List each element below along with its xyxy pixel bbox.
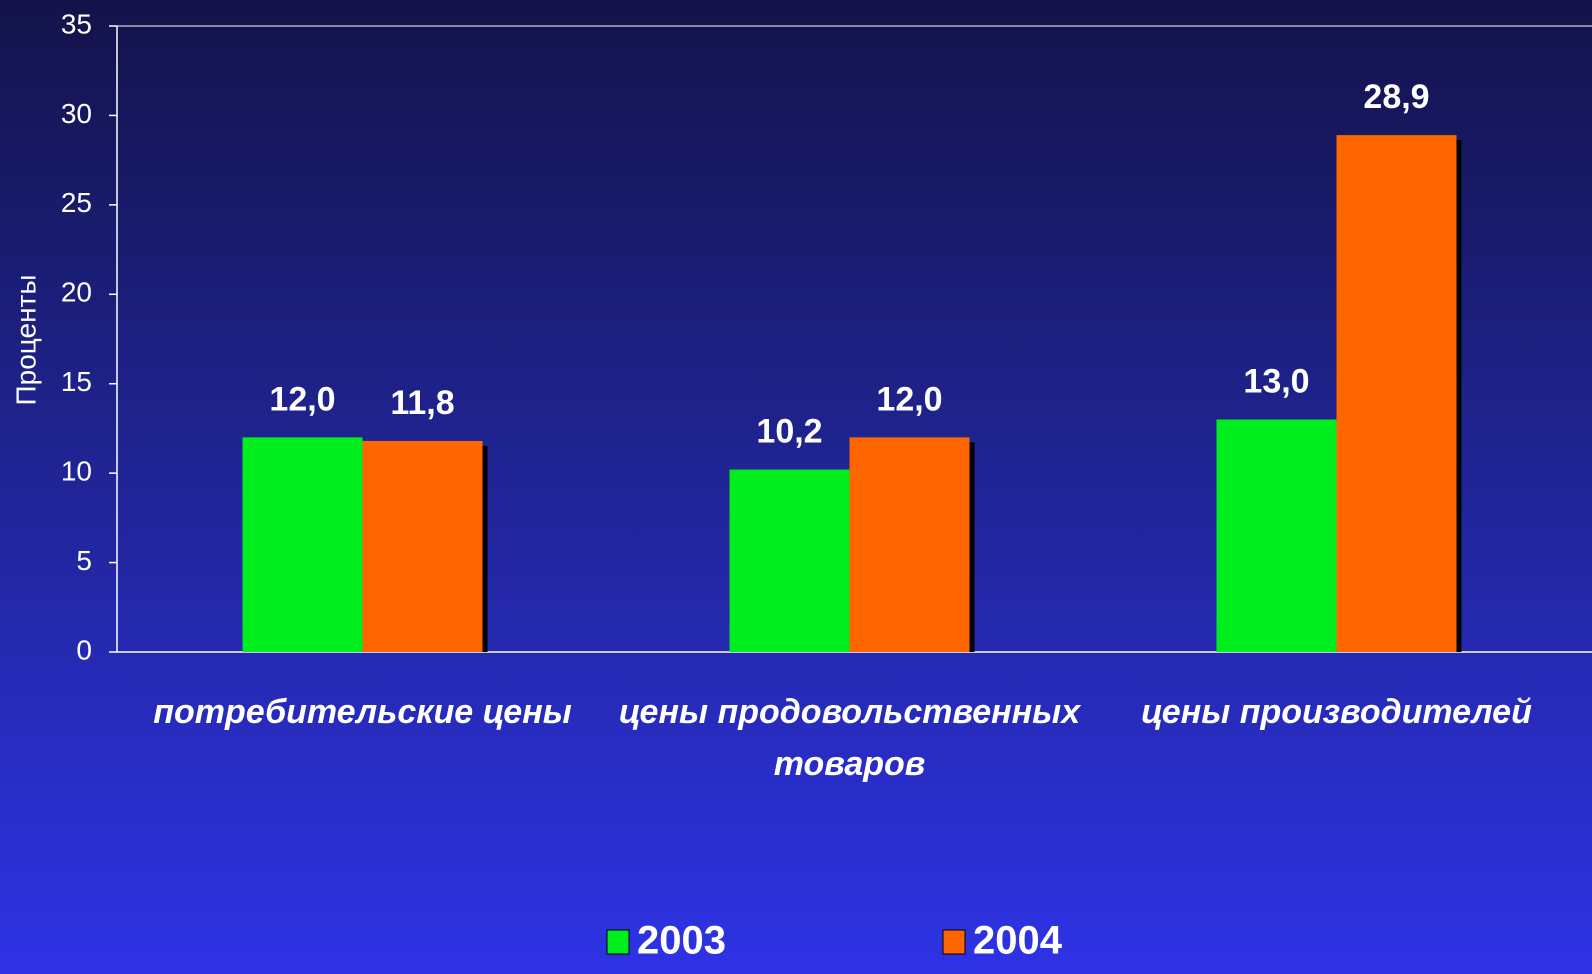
data-label: 28,9 [1363,78,1429,116]
y-axis-label: Проценты [10,275,41,406]
y-tick-label: 0 [76,634,92,665]
legend-swatch [942,929,966,955]
x-tick-label: цены продовольственных товаров [618,693,1081,783]
y-tick-label: 5 [76,545,92,576]
x-tick-label: потребительские цены [153,693,572,731]
data-label: 12,0 [876,380,942,418]
bar [362,440,483,652]
bar [1336,135,1457,653]
bar [729,469,850,652]
y-tick-label: 25 [61,187,92,218]
bar [242,437,363,652]
data-label: 12,0 [269,380,335,418]
data-label: 11,8 [390,384,454,422]
y-tick-label: 20 [61,277,92,308]
y-tick-label: 15 [61,366,92,397]
bar [1216,419,1337,652]
legend-label: 2003 [637,919,726,963]
legend-swatch [606,929,630,955]
data-label: 10,2 [756,413,822,451]
bar [849,437,970,652]
legend-label: 2004 [973,919,1063,963]
data-label: 13,0 [1243,362,1309,400]
x-tick-label: цены производителей [1141,693,1532,731]
y-tick-label: 35 [61,8,92,39]
y-tick-label: 10 [61,456,92,487]
y-tick-label: 30 [61,98,92,129]
